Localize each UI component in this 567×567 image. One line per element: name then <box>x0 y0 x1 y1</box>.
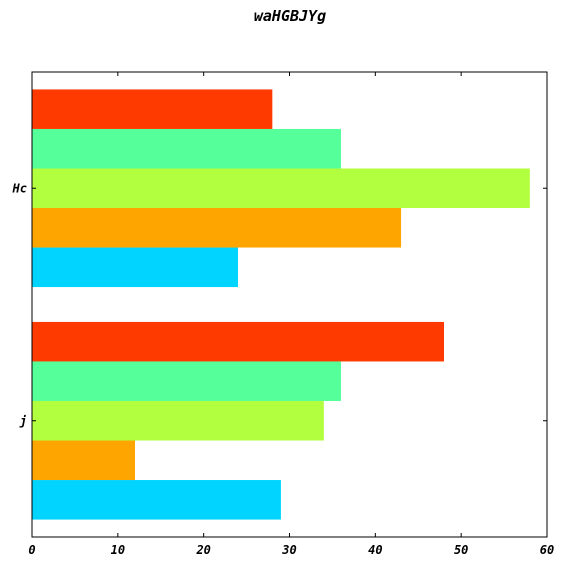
x-tick-label-40: 40 <box>368 543 382 557</box>
bar-j-3 <box>32 400 324 441</box>
bar-j-4 <box>32 361 341 401</box>
bar-Hc-3 <box>32 168 530 209</box>
labels-layer: 0 10 20 30 40 50 60 j Hc <box>12 181 555 557</box>
bar-j-1 <box>32 480 281 520</box>
bar-j-2 <box>32 440 135 481</box>
x-tick-label-30: 30 <box>281 543 296 557</box>
bar-Hc-4 <box>32 128 341 169</box>
bar-Hc-1 <box>32 247 238 288</box>
x-tick-label-60: 60 <box>540 543 554 557</box>
x-tick-label-50: 50 <box>454 543 468 557</box>
bars-layer <box>32 89 530 520</box>
bar-j-5 <box>32 321 444 362</box>
y-tick-label-j: j <box>19 414 27 428</box>
x-tick-label-10: 10 <box>111 543 125 557</box>
chart-title: waHGBJYg <box>254 7 326 25</box>
x-tick-label-0: 0 <box>28 543 35 557</box>
ticks-layer <box>31 72 548 537</box>
bar-Hc-2 <box>32 208 402 248</box>
bar-Hc-5 <box>32 89 273 129</box>
y-tick-label-Hc: Hc <box>12 181 27 195</box>
x-tick-label-20: 20 <box>195 543 210 557</box>
